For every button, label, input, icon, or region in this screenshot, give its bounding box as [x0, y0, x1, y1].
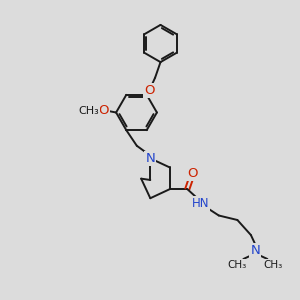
Text: O: O [145, 84, 155, 97]
Text: CH₃: CH₃ [78, 106, 99, 116]
Text: N: N [250, 244, 260, 257]
Text: N: N [239, 262, 240, 263]
Text: N: N [146, 152, 155, 165]
Text: O: O [188, 167, 198, 180]
Text: HN: HN [192, 197, 209, 210]
Text: CH₃: CH₃ [264, 260, 283, 270]
Text: CH₃: CH₃ [228, 260, 247, 270]
Text: O: O [98, 104, 109, 118]
